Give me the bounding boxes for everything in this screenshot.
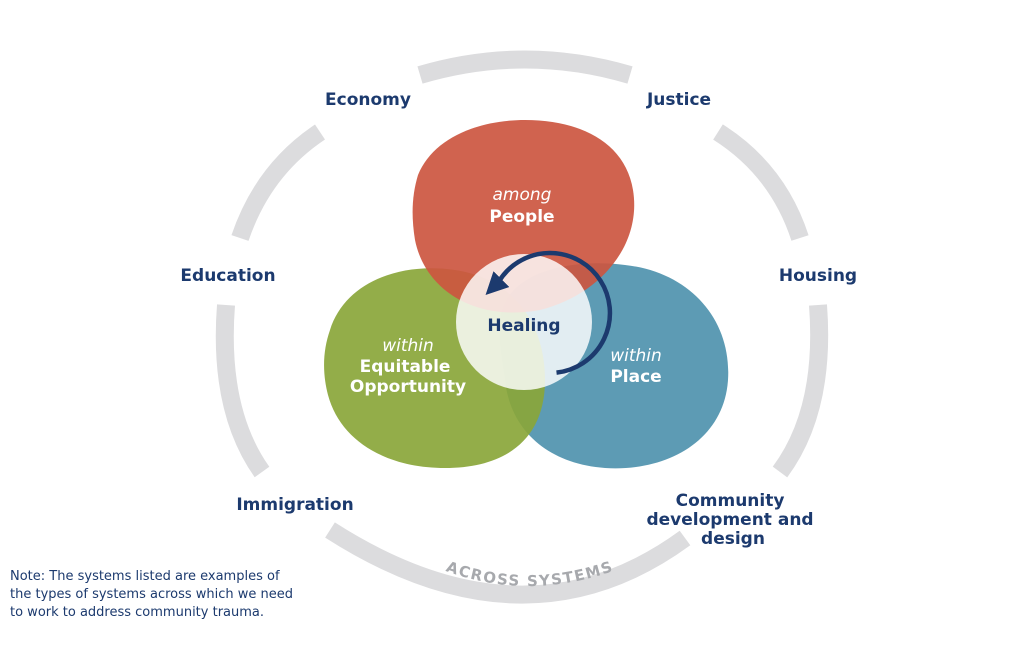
petal-place-prefix: within [610,346,662,366]
healing-cycle-arrow-icon [485,250,613,375]
footnote-line: to work to address community trauma. [10,605,265,620]
ring-segment-upper-right [713,124,809,241]
system-economy: Economy [325,90,411,110]
footnote-line: the types of systems across which we nee… [10,587,294,602]
ring-segment-upper-left [231,124,326,241]
system-justice: Justice [646,90,711,110]
system-housing: Housing [779,266,857,286]
petal-people [412,120,635,313]
system-immigration: Immigration [236,495,353,515]
ring-segment-right [772,304,829,478]
system-education: Education [180,266,275,286]
petal-people-prefix: among [493,185,552,205]
petal-place-label: Place [610,367,661,387]
petal-opportunity-label: Equitable Opportunity [350,357,466,397]
ring-segment-left [215,304,270,478]
ring-segment-bottom [325,522,691,604]
footnote-line: Note: The systems listed are examples of [10,569,280,584]
footnote: Note: The systems listed are examples of… [10,568,330,622]
healing-center: Healing [456,250,613,390]
systems-ring [215,50,829,604]
petal-opportunity-prefix: within [382,336,434,356]
system-community: Community development and design [646,491,819,549]
ring-segment-top [417,50,633,84]
petal-people-label: People [489,207,554,227]
healing-label: Healing [487,316,560,336]
